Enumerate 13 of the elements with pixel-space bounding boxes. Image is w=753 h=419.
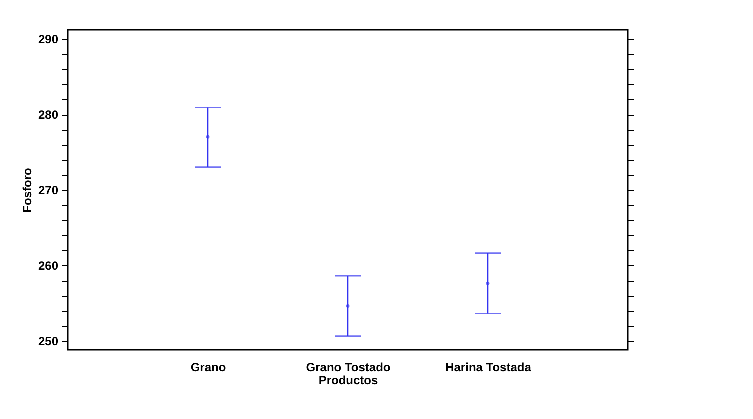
y-tick-label: 290 [38, 32, 59, 47]
y-tick-label: 270 [38, 184, 59, 198]
y-tick-label: 260 [38, 258, 59, 273]
point [486, 282, 490, 286]
point [346, 304, 350, 308]
y-tick-label: 280 [38, 108, 59, 122]
x-axis-title: Productos [318, 374, 378, 388]
point [206, 135, 210, 139]
x-tick-label: Grano [190, 360, 226, 374]
x-tick-label: Grano Tostado [306, 360, 391, 374]
y-axis-title: Fosforo [20, 168, 34, 213]
y-tick-label: 250 [38, 334, 59, 348]
x-tick-label: Harina Tostada [446, 360, 532, 374]
